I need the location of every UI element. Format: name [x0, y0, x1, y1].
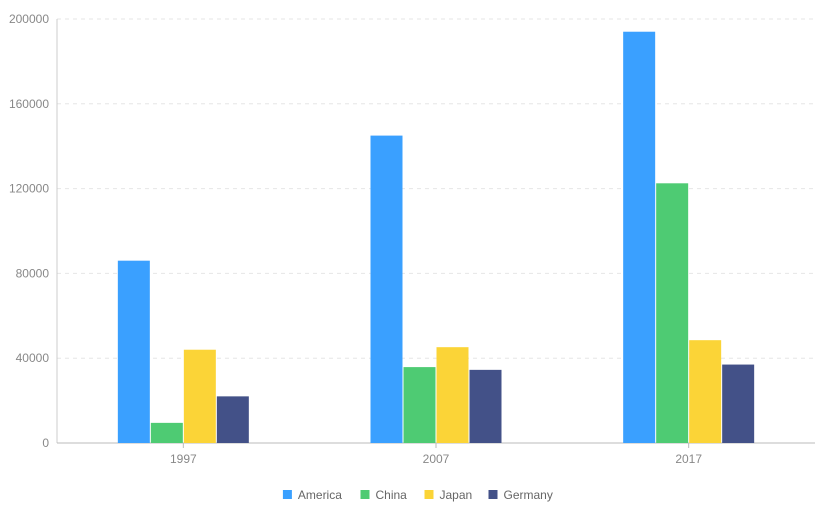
legend-item-japan[interactable]: Japan — [424, 488, 473, 502]
bar-china-2017[interactable] — [656, 183, 689, 444]
bar-japan-2017[interactable] — [689, 340, 722, 443]
y-tick-label: 80000 — [16, 266, 50, 280]
legend-swatch — [424, 490, 434, 499]
y-tick-label: 40000 — [16, 351, 50, 365]
legend-label: China — [376, 488, 408, 502]
bar-germany-2007[interactable] — [469, 369, 502, 443]
y-tick-label: 0 — [42, 436, 49, 450]
legend-item-china[interactable]: China — [360, 488, 408, 502]
y-tick-label: 200000 — [9, 12, 49, 26]
legend-item-germany[interactable]: Germany — [488, 488, 553, 502]
legend-label: Japan — [440, 488, 473, 502]
y-tick-label: 120000 — [9, 182, 49, 196]
bar-china-1997[interactable] — [150, 422, 183, 443]
x-tick-label: 1997 — [170, 452, 197, 466]
legend: America China Japan Germany — [282, 488, 553, 502]
legend-item-america[interactable]: America — [282, 488, 342, 502]
bar-germany-2017[interactable] — [722, 364, 755, 443]
bar-america-2017[interactable] — [623, 31, 656, 443]
legend-swatch — [488, 490, 498, 499]
bar-japan-2007[interactable] — [436, 347, 469, 443]
x-tick-label: 2017 — [675, 452, 702, 466]
y-tick-label: 160000 — [9, 97, 49, 111]
axes: 0 40000 80000 120000 160000 200000 1997 2007 201… — [9, 12, 815, 466]
grid-lines — [57, 18, 815, 359]
x-tick-label: 2007 — [423, 452, 450, 466]
bar-japan-1997[interactable] — [183, 349, 216, 443]
legend-label: America — [298, 488, 342, 502]
bar-germany-1997[interactable] — [216, 396, 249, 443]
legend-swatch — [360, 490, 370, 499]
bar-america-2007[interactable] — [370, 135, 403, 443]
legend-swatch — [282, 490, 292, 499]
bar-america-1997[interactable] — [117, 260, 150, 443]
legend-label: Germany — [504, 488, 553, 502]
bars — [117, 31, 755, 444]
bar-china-2007[interactable] — [403, 367, 436, 443]
